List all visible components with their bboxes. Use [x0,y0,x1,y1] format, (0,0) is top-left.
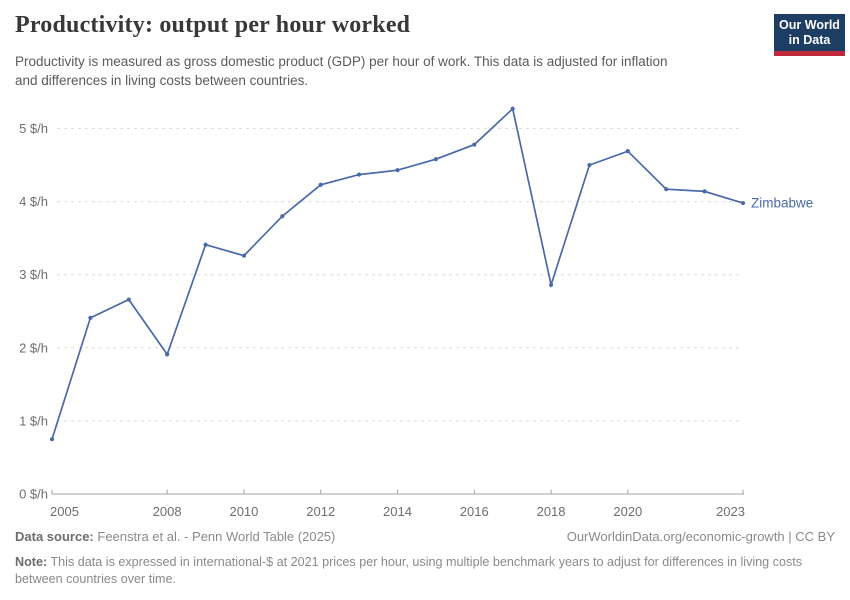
chart-subtitle-line-2: and differences in living costs between … [15,72,309,88]
data-point-marker[interactable] [203,242,208,247]
y-tick-label: 4 $/h [19,194,48,209]
data-point-marker[interactable] [241,253,247,258]
x-tick-label: 2005 [50,504,79,519]
y-tick-label: 3 $/h [19,267,48,282]
chart-note-line-1: Note: This data is expressed in internat… [15,555,803,569]
x-tick-label: 2012 [306,504,335,519]
owid-logo-line-2: in Data [788,32,831,47]
data-point-marker[interactable] [49,437,55,442]
data-source-text: Feenstra et al. - Penn World Table (2025… [97,529,336,544]
chart-note-line-2: between countries over time. [15,571,177,586]
data-point-marker[interactable] [510,106,515,111]
chart-subtitle-line-1: Productivity is measured as gross domest… [15,54,668,69]
y-tick-label: 2 $/h [19,340,48,355]
y-tick-label: 5 $/h [19,121,48,136]
owid-logo-line-1: Our World [779,18,840,32]
chart-note: Note: This data is expressed in internat… [15,554,835,587]
data-point-marker[interactable] [280,214,285,219]
owid-logo-red-bar [774,51,845,56]
chart-note-label: Note: [15,555,48,569]
x-tick-label: 2014 [383,504,412,519]
series-line-zimbabwe[interactable] [51,107,744,441]
chart-title: Productivity: output per hour worked [15,12,411,38]
data-point-marker[interactable] [357,172,362,177]
owid-logo-text: Our World in Data [774,14,845,51]
data-point-marker[interactable] [472,142,477,147]
x-tick-label: 2020 [613,504,642,519]
data-point-marker[interactable] [88,315,93,320]
attribution-link[interactable]: OurWorldinData.org/economic-growth | CC … [566,529,835,544]
x-tick-label: 2018 [537,504,566,519]
x-tick-label: 2010 [229,504,258,519]
owid-logo: Our World in Data [774,14,845,56]
chart-footer: Data source: Feenstra et al. - Penn Worl… [15,529,835,587]
entity-label[interactable]: Zimbabwe [751,196,813,211]
data-point-marker[interactable] [587,162,592,168]
data-point-marker[interactable] [625,149,630,154]
data-point-marker[interactable] [318,182,323,187]
data-source-label: Data source: [15,529,94,544]
y-tick-label: 1 $/h [19,413,48,428]
x-tick-label: 2023 [716,504,745,519]
data-point-marker[interactable] [165,352,170,357]
data-source: Data source: Feenstra et al. - Penn Worl… [15,529,335,545]
x-tick-label: 2008 [153,504,182,519]
data-point-marker[interactable] [664,187,669,192]
data-point-marker[interactable] [740,200,746,206]
data-point-marker[interactable] [548,282,554,288]
data-point-marker[interactable] [702,189,707,194]
data-point-marker[interactable] [433,157,438,162]
chart-subtitle: Productivity is measured as gross domest… [15,53,668,90]
data-point-marker[interactable] [395,168,400,173]
x-tick-label: 2016 [460,504,489,519]
y-tick-label: 0 $/h [19,487,48,502]
data-point-marker[interactable] [126,297,131,302]
